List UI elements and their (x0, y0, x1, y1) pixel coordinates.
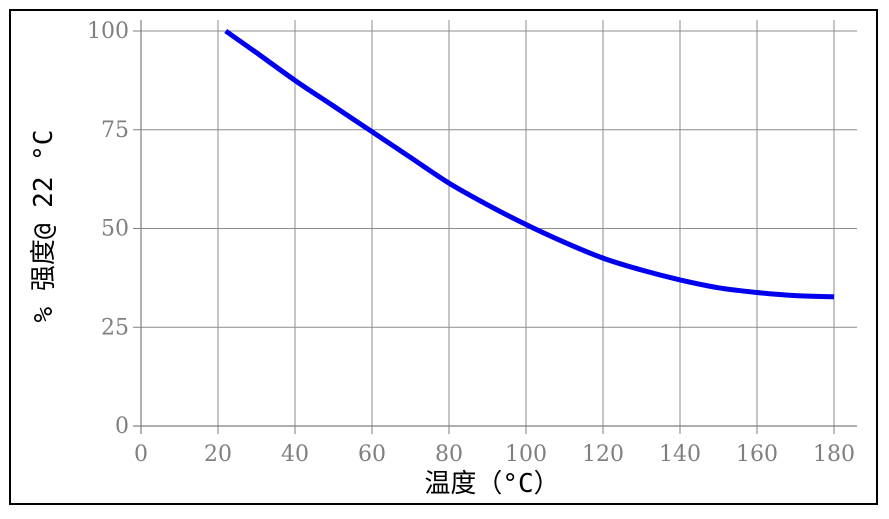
series-line (224, 28, 835, 300)
grid (141, 20, 857, 427)
y-tick-label: 75 (101, 118, 129, 143)
series-group (224, 28, 835, 300)
x-tick-label: 120 (582, 442, 624, 467)
y-axis-title: % 强度@ 22 °C (29, 130, 59, 323)
y-tick-label: 50 (101, 217, 129, 242)
x-tick-label: 140 (659, 442, 701, 467)
y-tick-labels: 0 25 50 75 100 (87, 19, 129, 439)
axes (133, 20, 857, 434)
x-tick-label: 180 (813, 442, 855, 467)
x-axis-title: 温度（°C） (424, 469, 559, 499)
x-tick-label: 0 (134, 442, 148, 467)
x-tick-label: 80 (435, 442, 463, 467)
y-tick-label: 0 (115, 414, 129, 439)
x-tick-label: 100 (505, 442, 547, 467)
y-tick-label: 100 (87, 19, 129, 44)
y-tick-label: 25 (101, 315, 129, 340)
x-tick-label: 160 (736, 442, 778, 467)
x-tick-label: 20 (204, 442, 232, 467)
x-tick-label: 40 (281, 442, 309, 467)
chart-frame (9, 9, 878, 505)
x-tick-labels: 0 20 40 60 80 100 120 140 160 180 (134, 442, 855, 467)
x-tick-label: 60 (358, 442, 386, 467)
